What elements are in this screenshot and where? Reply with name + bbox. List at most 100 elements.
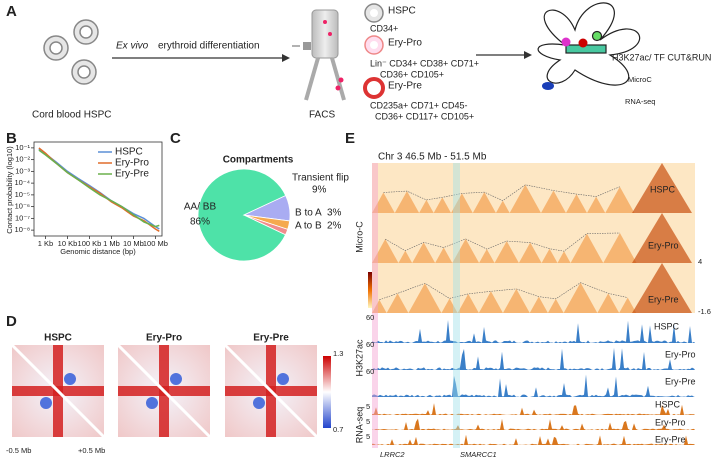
gene-label: LRRC2	[380, 450, 405, 459]
heatmap-spot	[253, 397, 265, 409]
marker-text: CD36+ CD117+ CD105+	[375, 111, 474, 121]
slice-label: AA/ BB	[184, 202, 217, 213]
microc-domain	[586, 196, 606, 213]
microc-domain	[518, 242, 542, 263]
colorbar	[368, 272, 372, 308]
heatmap-spot	[277, 373, 289, 385]
signal-track	[372, 418, 695, 430]
y-tick-label: 10⁻²	[15, 155, 30, 164]
panel-letter: D	[6, 313, 17, 330]
sample-label: HSPC	[655, 399, 681, 409]
heatmap-title: Ery-Pro	[146, 333, 182, 344]
microc-domain	[478, 291, 503, 313]
sample-label: Ery-Pre	[655, 434, 686, 444]
track-label: H3K27ac	[354, 339, 364, 377]
marker-text: Lin⁻ CD34+ CD38+ CD71+	[370, 58, 479, 68]
panel-letter: C	[170, 130, 181, 147]
microc-domain	[457, 293, 479, 313]
microc-domain	[557, 251, 571, 263]
genome-tracks	[372, 163, 695, 445]
chart-title: Compartments	[223, 155, 294, 166]
y-tick-label: 10⁻⁵	[15, 190, 30, 199]
colorbar-label: 0.7	[333, 425, 343, 434]
heatmaps	[10, 343, 319, 439]
microc-domain	[597, 293, 620, 313]
microc-domain	[372, 299, 387, 313]
assay-label: RNA-seq	[625, 97, 655, 106]
sample-label: Ery-Pro	[665, 349, 696, 359]
microc-domain	[435, 247, 453, 263]
microc-domain	[386, 293, 409, 313]
pie-slice	[243, 214, 289, 236]
heatmap-title: Ery-Pre	[253, 333, 289, 344]
microc-domain	[372, 239, 399, 263]
microc-domain	[605, 186, 635, 213]
colorbar	[323, 356, 331, 428]
microc-domain	[540, 190, 566, 213]
microc-domain	[419, 199, 434, 213]
population-icons	[363, 3, 385, 99]
microc-domain	[565, 194, 587, 213]
signal-track	[372, 374, 695, 397]
microc-domain	[563, 282, 598, 313]
sample-label: Ery-Pre	[648, 294, 679, 304]
y-axis-label: Contact probability (log10)	[5, 146, 14, 234]
x-tick-label: 1 Mb	[103, 239, 120, 248]
heatmap-spot	[64, 373, 76, 385]
y-tick-label: 10⁻¹	[15, 143, 30, 152]
microc-domain	[541, 248, 558, 263]
slice-label: Transient flip	[292, 173, 349, 184]
microc-domain	[570, 233, 604, 263]
microc-domain	[452, 238, 480, 263]
population-name: HSPC	[388, 6, 416, 17]
panel-letter: E	[345, 130, 355, 147]
scale-label: 5	[366, 402, 370, 411]
microc-domain	[441, 298, 458, 313]
track-label: Micro-C	[354, 221, 364, 253]
sample-label: Ery-Pro	[655, 417, 686, 427]
arrow-head	[282, 54, 290, 62]
pie-slice	[197, 168, 287, 262]
colorbar-label: 4	[698, 257, 702, 266]
marker-text: CD34+	[370, 23, 398, 33]
scale-label: 60	[366, 367, 374, 376]
scale-label: 60	[366, 340, 374, 349]
microc-domain	[632, 263, 692, 313]
axis-label: +0.5 Mb	[78, 446, 105, 455]
microc-domain	[412, 242, 436, 263]
y-tick-label: 10⁻⁸	[15, 225, 30, 234]
y-tick-label: 10⁻⁶	[15, 202, 30, 211]
slice-label: A to B	[295, 221, 322, 232]
x-tick-label: 100 Mb	[143, 239, 168, 248]
microc-domain	[547, 298, 564, 313]
region-label: Chr 3 46.5 Mb - 51.5 Mb	[378, 152, 487, 163]
insulation-line	[379, 282, 628, 301]
plot-frame	[33, 141, 163, 237]
heatmap-spot	[40, 397, 52, 409]
microc-domain	[472, 192, 496, 213]
microc-domain	[479, 249, 495, 263]
signal-track	[372, 434, 695, 445]
microc-domain	[451, 193, 473, 213]
x-tick-label: 10 Mb	[123, 239, 144, 248]
panel-letter: A	[6, 3, 17, 20]
sample-label: Ery-Pre	[665, 376, 696, 386]
facs-icon	[292, 9, 346, 101]
microc-domain	[433, 197, 452, 213]
microc-domain	[495, 200, 510, 213]
microc-domain	[398, 250, 413, 263]
slice-value: 3%	[327, 208, 342, 219]
population-name: Ery-Pre	[388, 81, 422, 92]
legend-label: Ery-Pre	[115, 169, 149, 180]
insulation-line	[383, 184, 620, 201]
signal-track	[372, 320, 695, 343]
microc-domain	[529, 296, 548, 313]
microc-domain	[394, 191, 420, 213]
highlight	[453, 163, 460, 448]
heatmap-diagonal	[10, 343, 106, 439]
colorbar-label: 1.3	[333, 349, 343, 358]
microc-domain	[632, 213, 692, 263]
colorbar-label: -1.6	[698, 307, 711, 316]
heatmap-diagonal	[223, 343, 319, 439]
x-axis-label: Genomic distance (bp)	[60, 247, 136, 256]
